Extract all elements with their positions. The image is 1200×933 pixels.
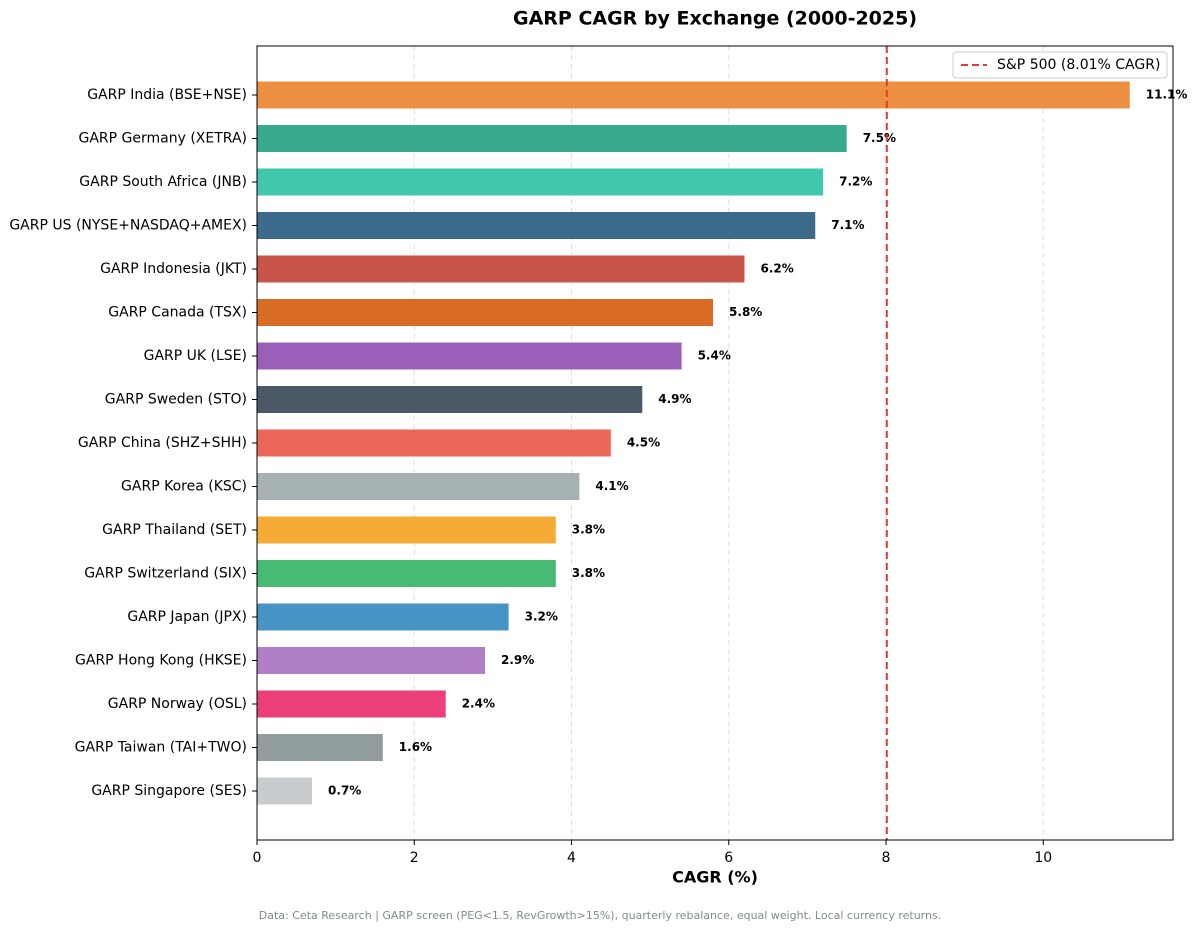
bar xyxy=(257,429,611,457)
bar xyxy=(257,603,509,631)
x-tick-label: 10 xyxy=(1034,850,1052,866)
legend-box xyxy=(952,51,1168,79)
value-label: 1.6% xyxy=(399,740,432,754)
bar xyxy=(257,81,1130,109)
y-tick-label: GARP Japan (JPX) xyxy=(127,609,247,625)
y-tick-label: GARP Taiwan (TAI+TWO) xyxy=(75,740,247,756)
value-label: 3.2% xyxy=(525,610,558,624)
value-label: 2.9% xyxy=(501,653,534,667)
x-tick-label: 6 xyxy=(724,850,733,866)
bar xyxy=(257,299,714,326)
y-tick-label: GARP Hong Kong (HKSE) xyxy=(75,653,247,669)
value-label: 4.5% xyxy=(627,436,660,450)
y-tick-label: GARP Thailand (SET) xyxy=(102,522,247,538)
plot-frame xyxy=(256,45,1174,841)
x-axis-label: CAGR (%) xyxy=(672,868,758,887)
value-label: 11.1% xyxy=(1146,88,1188,102)
bar xyxy=(257,125,847,152)
y-tick-label: GARP Singapore (SES) xyxy=(91,783,247,799)
bar xyxy=(257,734,383,761)
value-label: 6.2% xyxy=(760,262,793,276)
x-tick-label: 2 xyxy=(410,850,419,866)
y-tick-label: GARP Indonesia (JKT) xyxy=(100,261,247,277)
value-label: 3.8% xyxy=(572,523,605,537)
x-tick-label: 8 xyxy=(882,850,891,866)
legend-label: S&P 500 (8.01% CAGR) xyxy=(997,57,1160,73)
y-tick-label: GARP US (NYSE+NASDAQ+AMEX) xyxy=(9,218,247,234)
value-label: 7.5% xyxy=(863,131,896,145)
value-label: 7.1% xyxy=(831,218,864,232)
value-label: 4.9% xyxy=(658,392,691,406)
bar xyxy=(257,647,486,674)
bar xyxy=(257,516,556,544)
bar xyxy=(257,212,816,239)
bar xyxy=(257,777,313,805)
bar xyxy=(257,690,446,718)
bar xyxy=(257,255,745,283)
value-label: 3.8% xyxy=(572,566,605,580)
bar xyxy=(257,342,682,370)
y-tick-label: GARP China (SHZ+SHH) xyxy=(78,435,247,451)
y-tick-label: GARP Korea (KSC) xyxy=(121,479,247,495)
x-tick-label: 0 xyxy=(253,850,262,866)
y-tick-label: GARP UK (LSE) xyxy=(144,348,247,364)
y-tick-label: GARP Canada (TSX) xyxy=(108,305,247,321)
value-label: 5.8% xyxy=(729,305,762,319)
value-label: 4.1% xyxy=(595,479,628,493)
y-tick-label: GARP Switzerland (SIX) xyxy=(84,566,247,582)
bar xyxy=(257,560,556,587)
footnote: Data: Ceta Research | GARP screen (PEG<1… xyxy=(259,909,941,922)
bar xyxy=(257,168,824,196)
value-label: 0.7% xyxy=(328,784,361,798)
value-label: 5.4% xyxy=(698,349,731,363)
value-label: 7.2% xyxy=(839,175,872,189)
chart-title: GARP CAGR by Exchange (2000-2025) xyxy=(513,8,917,30)
y-tick-label: GARP Sweden (STO) xyxy=(105,392,247,408)
value-label: 2.4% xyxy=(462,697,495,711)
bar xyxy=(257,386,643,413)
y-tick-label: GARP Norway (OSL) xyxy=(108,696,247,712)
y-tick-label: GARP South Africa (JNB) xyxy=(79,174,247,190)
y-tick-label: GARP India (BSE+NSE) xyxy=(87,87,247,103)
y-tick-label: GARP Germany (XETRA) xyxy=(79,131,248,147)
x-tick-label: 4 xyxy=(567,850,576,866)
bar xyxy=(257,473,580,500)
